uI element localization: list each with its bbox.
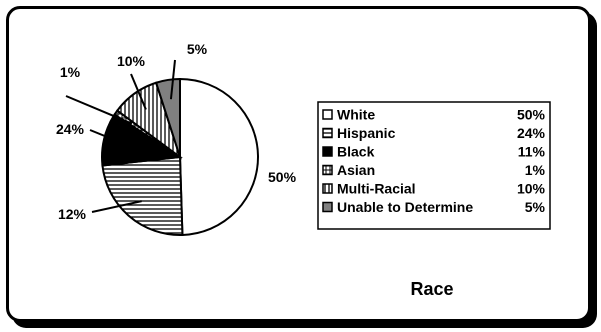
legend-label: Multi-Racial [337, 181, 416, 197]
legend-label: Hispanic [337, 125, 396, 141]
legend-value: 11% [518, 144, 546, 160]
leader-line [169, 59, 176, 100]
pie-label: 24% [56, 121, 85, 137]
leader-line [130, 73, 147, 110]
legend-value: 10% [517, 181, 546, 197]
legend-value: 5% [525, 199, 546, 215]
leader-line [65, 95, 133, 125]
legend-swatch [322, 164, 333, 176]
pie-label: 1% [60, 64, 81, 80]
pie-label: 10% [117, 53, 146, 69]
legend-label: Black [337, 144, 375, 160]
legend-swatch [322, 146, 333, 157]
chart-title: Race [410, 279, 453, 299]
legend-label: Unable to Determine [337, 199, 473, 215]
legend-swatch [322, 109, 333, 120]
pie-slice-hispanic [101, 155, 184, 236]
pie-slice-unable-to-determine [154, 77, 181, 158]
legend-label: Asian [337, 162, 375, 178]
legend-value: 24% [517, 125, 546, 141]
pie-label: 5% [187, 41, 208, 57]
legend-box [317, 101, 551, 230]
legend-label: White [337, 107, 375, 123]
pie-slice-white [179, 77, 259, 236]
pie-label: 12% [58, 206, 87, 222]
leader-line [89, 129, 124, 145]
legend-swatch [322, 201, 333, 213]
legend-swatch [322, 183, 333, 194]
legend-value: 1% [525, 162, 546, 178]
leader-line [91, 200, 142, 213]
legend-value: 50% [517, 107, 546, 123]
legend-swatch [322, 127, 333, 139]
pie-label: 50% [268, 169, 297, 185]
